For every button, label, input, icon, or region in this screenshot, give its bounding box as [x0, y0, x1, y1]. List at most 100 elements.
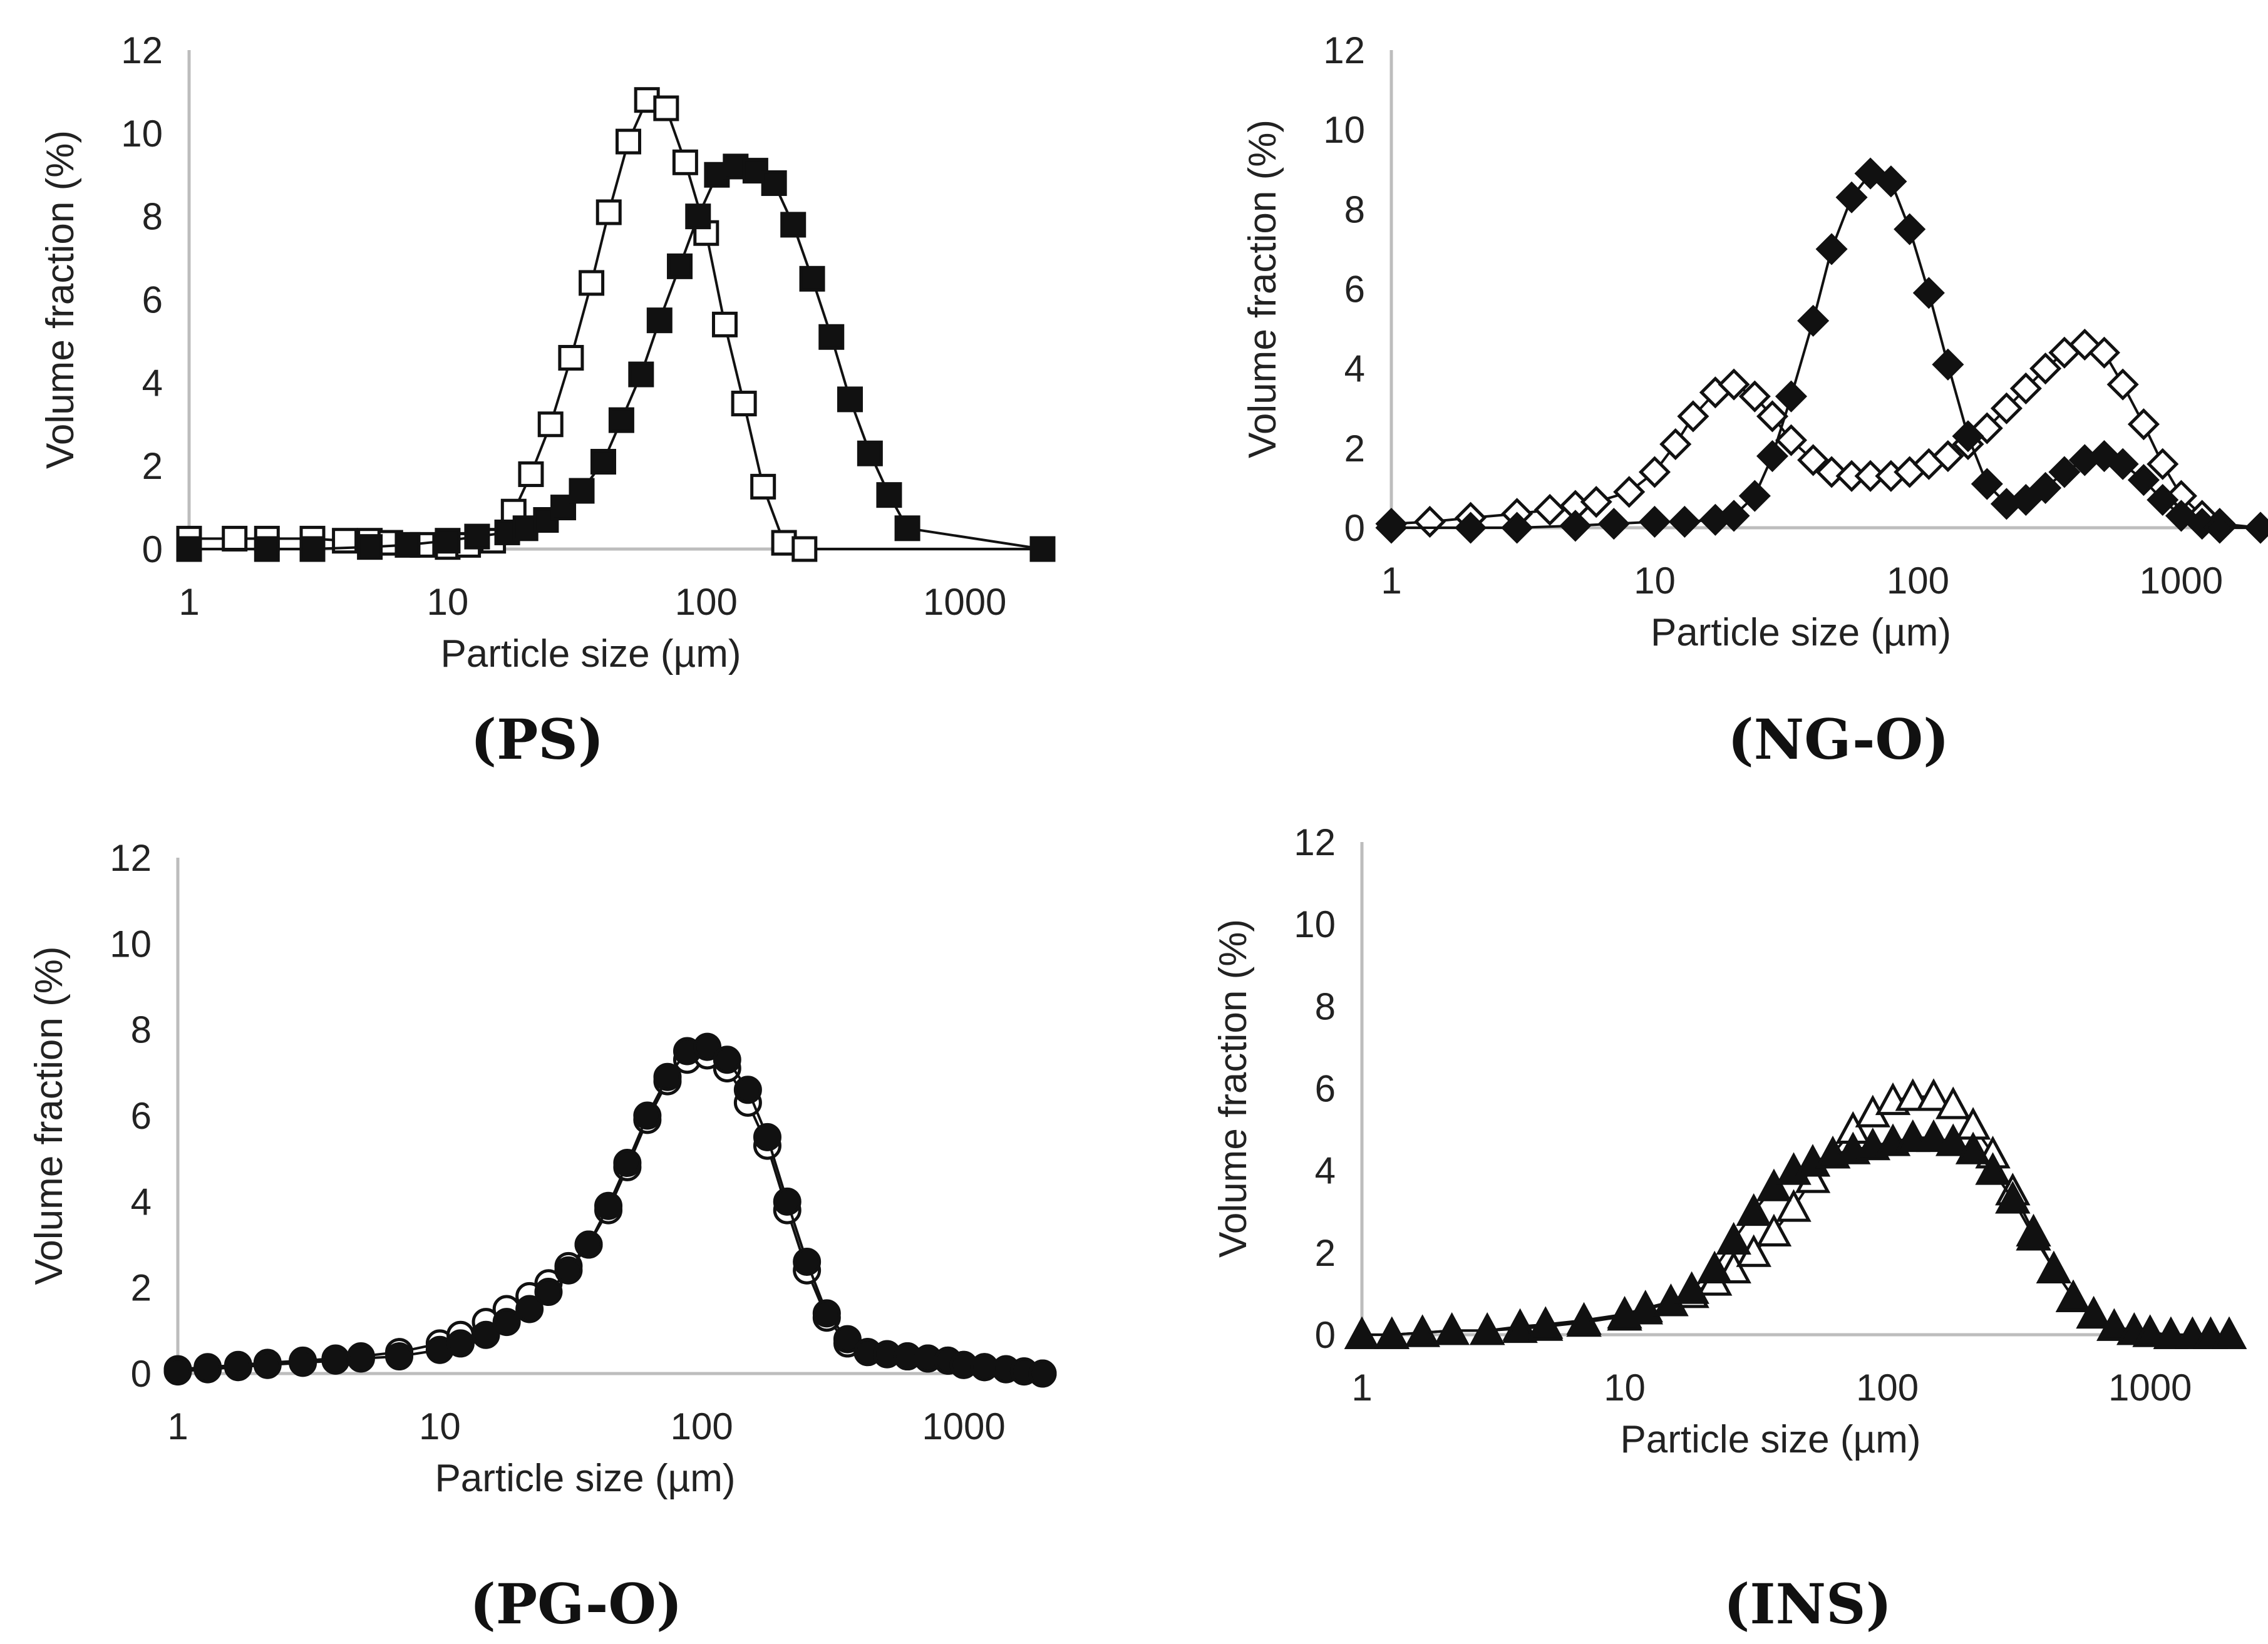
x-tick-label: 1 [1381, 560, 1401, 602]
series-2-point [346, 1344, 375, 1373]
y-axis-title: Volume fraction (%) [1212, 919, 1255, 1258]
series-2-point [574, 1230, 603, 1259]
x-tick-label: 1 [178, 581, 199, 623]
x-axis-title: Particle size (µm) [435, 1457, 735, 1500]
series-2-point [1915, 1119, 1952, 1153]
y-tick-label: 0 [1315, 1314, 1336, 1356]
series-2-point [492, 1308, 521, 1337]
series-2-point [1697, 1250, 1733, 1283]
y-tick-label: 12 [110, 837, 152, 879]
series-2-point [2127, 464, 2160, 496]
x-tick-label: 100 [1887, 560, 1949, 602]
series-1-point [1776, 1189, 1812, 1222]
series-1-point [2088, 336, 2121, 369]
series-2-point [761, 170, 787, 197]
y-tick-label: 6 [1344, 269, 1365, 311]
series-1-point [1738, 380, 1771, 413]
series-1-point [1533, 493, 1566, 526]
series-2-point [1344, 1316, 1380, 1349]
series-1-point [1815, 456, 1848, 488]
series-2-point [799, 265, 825, 292]
series-1-point [595, 199, 622, 225]
y-tick-label: 4 [1315, 1150, 1336, 1192]
caption-pg-o: (PG-O) [470, 1571, 682, 1636]
series-2-point [2132, 1314, 2168, 1347]
series-2-point [773, 1187, 802, 1216]
series-2-point [837, 386, 863, 413]
series-2-point [1756, 440, 1789, 473]
y-tick-label: 0 [1344, 507, 1365, 549]
series-2-point [753, 1123, 781, 1151]
series-2-point [515, 1295, 544, 1323]
series-2-point [1029, 536, 1056, 562]
series-2-point [2147, 483, 2179, 516]
series-1-point [537, 411, 564, 438]
series-2-point [628, 361, 654, 388]
series-2-point [1875, 165, 1907, 198]
series-1-point [1915, 1078, 1952, 1111]
series-2-point [1975, 1152, 2011, 1185]
series-2-point [1895, 1119, 1930, 1153]
series-2-point [394, 532, 421, 558]
series-2-point [2096, 1308, 2132, 1341]
series-2-point [2009, 483, 2042, 516]
series-2-point [613, 1149, 642, 1178]
series-2-point [590, 449, 616, 475]
series-2-point [1638, 505, 1671, 538]
series-2-point [1597, 508, 1630, 540]
y-tick-label: 2 [1315, 1232, 1336, 1274]
series-2-point [1952, 420, 1984, 453]
series-2-point [1756, 1168, 1792, 1201]
y-tick-label: 4 [142, 362, 163, 404]
series-1-point [1936, 1086, 1971, 1119]
y-tick-label: 2 [142, 445, 163, 487]
x-tick-label: 1000 [923, 581, 1006, 623]
series-2-point [289, 1349, 317, 1377]
x-tick-label: 1 [1351, 1367, 1372, 1409]
y-tick-label: 8 [1315, 985, 1336, 1027]
series-2-point [894, 515, 920, 542]
series-1-point [1659, 428, 1692, 461]
x-tick-label: 1000 [2108, 1367, 2192, 1409]
series-2-point [2055, 1279, 2091, 1312]
series-2-point [569, 478, 595, 504]
series-2-point [163, 1357, 192, 1386]
x-axis-title: Particle size (µm) [1620, 1418, 1920, 1461]
y-axis-title: Volume fraction (%) [28, 947, 71, 1285]
series-2-point [1716, 1221, 1751, 1255]
series-2-point [733, 1076, 762, 1104]
series-2-point [1455, 511, 1487, 544]
x-tick-label: 1000 [2140, 560, 2223, 602]
y-tick-label: 6 [1315, 1068, 1336, 1110]
series-2-point [1627, 1292, 1663, 1325]
caption-ins: (INS) [1724, 1571, 1892, 1636]
series-2-point [1971, 468, 2003, 500]
series-1-point [1990, 392, 2023, 424]
series-2-point [253, 1350, 282, 1379]
y-tick-label: 2 [1344, 428, 1365, 470]
x-tick-label: 100 [675, 581, 738, 623]
y-axis-title: Volume fraction (%) [1241, 120, 1284, 458]
series-2-point [2036, 1250, 2072, 1283]
series-2-point [1894, 213, 1926, 245]
series-1-point [1638, 456, 1671, 488]
series-2-point [472, 1320, 500, 1349]
series-2-point [2106, 448, 2139, 480]
series-2-point [1469, 1312, 1505, 1345]
series-1-point [672, 149, 698, 175]
panel-ins: 0 2 4 6 8 10 12 1 10 100 1000 Particle size (µm) Vol… [1212, 821, 2247, 1636]
series-1-point [1895, 1078, 1930, 1111]
y-tick-label: 12 [1323, 29, 1365, 71]
series-1-point [2009, 372, 2042, 404]
series-2-point [1405, 1314, 1440, 1347]
series-2-point [653, 1062, 682, 1091]
series-1-point [1580, 486, 1612, 518]
series-2-point [833, 1325, 862, 1354]
x-tick-label: 1000 [922, 1405, 1005, 1447]
series-2-point [2204, 511, 2236, 544]
series-2-point [446, 1329, 475, 1358]
series-1-point [2147, 448, 2179, 480]
series-2-point [1936, 1123, 1971, 1156]
series-2-point [1912, 277, 1945, 309]
